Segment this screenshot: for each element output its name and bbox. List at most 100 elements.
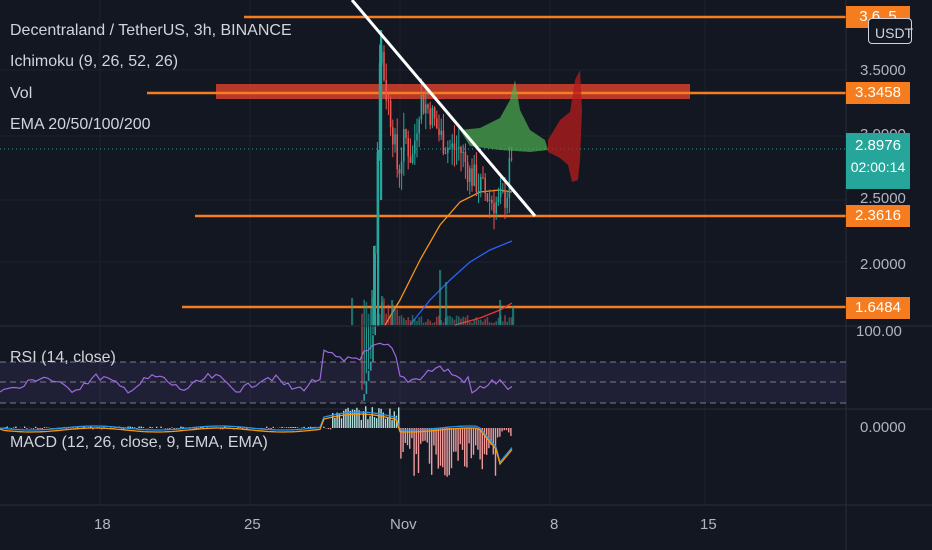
macd-histogram-bar xyxy=(483,428,486,455)
macd-histogram-bar xyxy=(76,426,79,428)
macd-histogram-bar xyxy=(336,412,338,428)
volume-bar xyxy=(411,315,414,325)
candle-body xyxy=(420,94,423,120)
macd-histogram-bar xyxy=(455,428,457,452)
macd-histogram-bar xyxy=(246,428,248,429)
candle-body xyxy=(385,80,387,101)
macd-histogram-bar xyxy=(39,428,41,429)
macd-histogram-bar xyxy=(43,427,46,428)
macd-histogram-bar xyxy=(294,427,296,428)
y-tick-label: 2.5000 xyxy=(860,190,906,207)
volume-bar xyxy=(439,270,442,325)
volume-bar xyxy=(394,308,396,325)
macd-histogram-bar xyxy=(457,428,459,461)
macd-histogram-bar xyxy=(505,428,508,431)
macd-histogram-bar xyxy=(167,428,169,429)
rsi-axis-label: 100.00 xyxy=(856,323,902,340)
macd-histogram-bar xyxy=(46,427,48,428)
macd-histogram-bar xyxy=(384,418,387,428)
macd-histogram-bar xyxy=(241,428,244,429)
x-tick-label: 25 xyxy=(244,516,261,533)
macd-histogram-bar xyxy=(404,428,406,443)
candle-body xyxy=(458,147,460,149)
candle-body xyxy=(455,148,458,150)
price-tag-3-3458: 3.3458 xyxy=(846,82,910,104)
macd-histogram-bar xyxy=(37,428,39,430)
candle-body xyxy=(471,168,473,186)
macd-histogram-bar xyxy=(453,428,455,452)
macd-histogram-bar xyxy=(424,428,426,441)
descending-trendline[interactable] xyxy=(350,0,537,217)
volume-bar xyxy=(493,322,495,325)
candle-body xyxy=(462,151,464,154)
macd-histogram-bar xyxy=(431,428,433,475)
rsi-legend[interactable]: RSI (14, close) xyxy=(10,349,116,366)
macd-histogram-bar xyxy=(362,411,365,428)
volume-bar xyxy=(480,319,482,325)
macd-histogram-bar xyxy=(468,428,470,444)
macd-histogram-bar xyxy=(486,428,488,455)
candle-body xyxy=(370,361,372,371)
candle-body xyxy=(405,129,407,138)
macd-histogram-bar xyxy=(261,428,263,429)
macd-histogram-bar xyxy=(332,412,334,428)
macd-histogram-bar xyxy=(420,428,422,444)
macd-histogram-bar xyxy=(340,418,343,428)
vol-legend[interactable]: Vol xyxy=(10,85,33,102)
volume-bar xyxy=(482,321,484,325)
macd-histogram-bar xyxy=(413,428,415,476)
macd-histogram-bar xyxy=(426,428,428,443)
macd-legend[interactable]: MACD (12, 26, close, 9, EMA, EMA) xyxy=(10,434,268,451)
macd-histogram xyxy=(2,406,512,477)
macd-histogram-bar xyxy=(206,427,208,428)
candle-body xyxy=(508,158,511,198)
candle-body xyxy=(398,169,401,174)
macd-histogram-bar xyxy=(351,409,354,428)
candle-body xyxy=(449,147,451,149)
macd-histogram-bar xyxy=(160,426,162,428)
volume-bar xyxy=(458,316,460,325)
currency-button[interactable]: USDT xyxy=(868,18,913,44)
macd-histogram-bar xyxy=(380,408,382,428)
symbol-legend[interactable]: Decentraland / TetherUS, 3h, BINANCE xyxy=(10,22,292,39)
macd-histogram-bar xyxy=(327,428,329,430)
candle-body xyxy=(475,164,478,192)
macd-histogram-bar xyxy=(290,426,292,428)
candle-body xyxy=(409,156,412,163)
macd-histogram-bar xyxy=(475,428,477,446)
price-tag-1-6484: 1.6484 xyxy=(846,297,910,319)
volume-bar xyxy=(455,315,458,325)
candle-body xyxy=(373,246,376,325)
candle-body xyxy=(378,63,381,153)
macd-histogram-bar xyxy=(503,428,505,431)
volume-bar xyxy=(488,322,491,325)
volume-bar xyxy=(361,313,363,325)
ichimoku-legend[interactable]: Ichimoku (9, 26, 52, 26) xyxy=(10,53,179,70)
macd-histogram-bar xyxy=(444,428,446,476)
price-tag-2-3616: 2.3616 xyxy=(846,205,910,227)
macd-histogram-bar xyxy=(508,428,510,433)
macd-histogram-bar xyxy=(400,428,402,459)
candle-body xyxy=(447,147,449,153)
candle-body xyxy=(495,201,497,214)
volume-bar xyxy=(365,301,368,325)
candle-body xyxy=(504,190,506,208)
volume-bar xyxy=(504,315,506,325)
volume-bar xyxy=(416,320,418,325)
macd-histogram-bar xyxy=(354,409,356,428)
macd-histogram-bar xyxy=(156,426,158,428)
ichimoku-cloud-bull xyxy=(460,80,548,152)
candle-body xyxy=(438,128,440,136)
candles xyxy=(361,30,513,402)
candle-body xyxy=(363,394,365,401)
macd-histogram-bar xyxy=(292,426,294,428)
candle-body xyxy=(451,143,453,148)
ema-legend[interactable]: EMA 20/50/100/200 xyxy=(10,116,151,133)
macd-histogram-bar xyxy=(510,428,512,437)
volume-bar xyxy=(453,319,456,325)
macd-histogram-bar xyxy=(367,419,369,428)
macd-histogram-bar xyxy=(83,426,85,428)
candle-body xyxy=(389,100,392,128)
